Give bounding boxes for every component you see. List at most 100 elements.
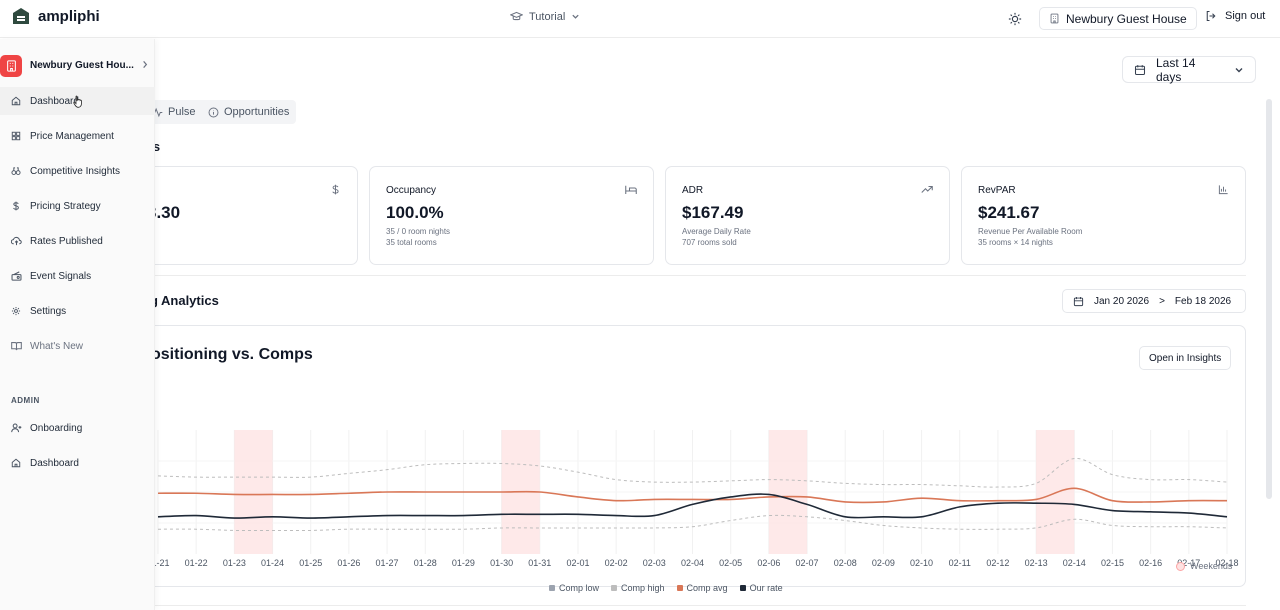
- x-tick-label: 02-01: [566, 558, 589, 568]
- legend-label: Comp avg: [686, 583, 728, 593]
- legend-item[interactable]: Our rate: [739, 583, 783, 593]
- calendar-icon: [1073, 296, 1084, 307]
- sidebar-item-settings[interactable]: Settings: [0, 297, 155, 325]
- app-logo[interactable]: ampliphi: [12, 7, 100, 25]
- property-selector[interactable]: Newbury Guest House: [1039, 7, 1197, 30]
- x-tick-label: 02-07: [796, 558, 819, 568]
- x-tick-label: 02-10: [910, 558, 933, 568]
- sidebar-item-label: Pricing Strategy: [30, 201, 101, 212]
- tutorial-menu[interactable]: Tutorial: [510, 10, 580, 23]
- x-tick-label: 01-31: [528, 558, 551, 568]
- analytics-section-title: ng Analytics: [142, 293, 219, 308]
- weekends-swatch: [1176, 561, 1185, 571]
- legend-swatch: [611, 585, 618, 591]
- x-tick-label: 02-09: [872, 558, 895, 568]
- sidebar-item-competitive-insights[interactable]: Competitive Insights: [0, 157, 155, 185]
- dollar-icon: [330, 184, 341, 195]
- binoculars-icon: [11, 166, 21, 176]
- series-line-comp-low: [157, 514, 1228, 532]
- card-value: 100.0%: [386, 203, 444, 222]
- x-tick-label: 02-04: [681, 558, 704, 568]
- range-start: Jan 20 2026: [1094, 295, 1150, 307]
- legend-item[interactable]: Comp avg: [676, 583, 728, 593]
- legend-swatch: [739, 585, 746, 591]
- bottom-divider: [140, 605, 1246, 606]
- sidebar-item-admin-dashboard[interactable]: Dashboard: [0, 449, 155, 477]
- chart-title: ositioning vs. Comps: [151, 346, 313, 363]
- x-tick-label: 02-06: [757, 558, 780, 568]
- x-tick-label: 02-18: [1215, 558, 1238, 568]
- gear-icon: [11, 306, 21, 316]
- x-tick-label: 01-22: [185, 558, 208, 568]
- legend-item[interactable]: Comp low: [549, 583, 599, 593]
- sidebar-item-label: Event Signals: [30, 271, 92, 282]
- weekend-band: [1036, 430, 1075, 554]
- legend-swatch: [676, 585, 683, 591]
- sidebar-item-whats-new[interactable]: What's New: [0, 332, 155, 360]
- analytics-date-range[interactable]: Jan 20 2026 > Feb 18 2026: [1062, 289, 1246, 313]
- x-tick-label: 02-03: [643, 558, 666, 568]
- card-subtext: 35 total rooms: [386, 238, 437, 247]
- sidebar-item-label: What's New: [30, 341, 84, 352]
- weekend-band: [234, 430, 273, 554]
- top-bar: ampliphi Tutorial Newbury Guest House Si…: [0, 0, 1280, 38]
- date-range-dropdown[interactable]: Last 14 days: [1122, 55, 1256, 84]
- book-icon: [11, 341, 22, 351]
- x-tick-label: 02-11: [949, 558, 971, 568]
- x-tick-label: 01-24: [261, 558, 284, 568]
- chevron-right-icon: [141, 60, 149, 69]
- chevron-down-icon: [571, 12, 580, 21]
- sidebar-item-label: Dashboard: [30, 458, 79, 469]
- sidebar-item-label: Rates Published: [30, 236, 103, 247]
- x-tick-label: 01-21: [146, 558, 169, 568]
- sidebar-item-label: Dashboard: [30, 96, 79, 107]
- tab-label: Opportunities: [224, 106, 290, 118]
- sidebar-item-onboarding[interactable]: Onboarding: [0, 414, 155, 442]
- card-subtext: 707 rooms sold: [682, 238, 737, 247]
- card-label: RevPAR: [978, 185, 1016, 196]
- sidebar-item-pricing-strategy[interactable]: Pricing Strategy: [0, 192, 155, 220]
- legend-swatch: [549, 585, 555, 591]
- tab-opportunities[interactable]: Opportunities: [208, 106, 289, 118]
- admin-section-label: ADMIN: [11, 396, 40, 405]
- card-value: $167.49: [682, 203, 744, 222]
- date-range-label: Last 14 days: [1156, 55, 1196, 84]
- sidebar-item-label: Competitive Insights: [30, 166, 121, 177]
- x-tick-label: 02-13: [1025, 558, 1048, 568]
- graduation-cap-icon: [510, 10, 523, 23]
- section-divider: [140, 275, 1246, 276]
- sidebar-item-rates-published[interactable]: Rates Published: [0, 227, 155, 255]
- home-icon: [11, 458, 21, 468]
- page-scrollbar[interactable]: [1266, 99, 1272, 499]
- sun-icon[interactable]: [1006, 10, 1024, 28]
- sign-out-label: Sign out: [1225, 10, 1266, 22]
- sidebar-item-event-signals[interactable]: Event Signals: [0, 262, 155, 290]
- x-tick-label: 02-02: [605, 558, 628, 568]
- sidebar-item-label: Onboarding: [30, 423, 83, 434]
- building-icon: [1049, 13, 1060, 24]
- rate-chart: 01-21 01-22 01-23 01-24 01-25 01-26 01-27 01-28…: [146, 430, 1239, 568]
- x-tick-label: 02-05: [719, 558, 742, 568]
- bed-icon: [625, 184, 637, 195]
- grid-icon: [11, 131, 21, 141]
- dashboard-tabs: Pulse Opportunities: [140, 100, 296, 124]
- x-tick-label: 02-12: [986, 558, 1009, 568]
- sign-out-button[interactable]: Sign out: [1205, 10, 1265, 22]
- sidebar-property-switcher[interactable]: Newbury Guest Hou...: [0, 55, 155, 79]
- card-subtext: Revenue Per Available Room: [978, 227, 1083, 236]
- logo-icon: [12, 7, 30, 25]
- property-label: Newbury Guest House: [1066, 11, 1187, 26]
- x-tick-label: 01-25: [299, 558, 322, 568]
- sidebar-item-price-management[interactable]: Price Management: [0, 122, 155, 150]
- legend-item[interactable]: Comp high: [611, 583, 665, 593]
- bar-chart-icon: [1218, 184, 1229, 195]
- sidebar-item-label: Settings: [30, 306, 67, 317]
- card-label: ADR: [682, 185, 704, 196]
- x-tick-label: 02-08: [834, 558, 857, 568]
- home-icon: [11, 96, 21, 106]
- tab-pulse[interactable]: Pulse: [152, 106, 196, 118]
- open-in-insights-button[interactable]: Open in Insights: [1139, 346, 1232, 370]
- x-tick-label: 02-17: [1177, 558, 1200, 568]
- legend-label: Comp high: [621, 583, 665, 593]
- hotel-icon: [0, 55, 22, 77]
